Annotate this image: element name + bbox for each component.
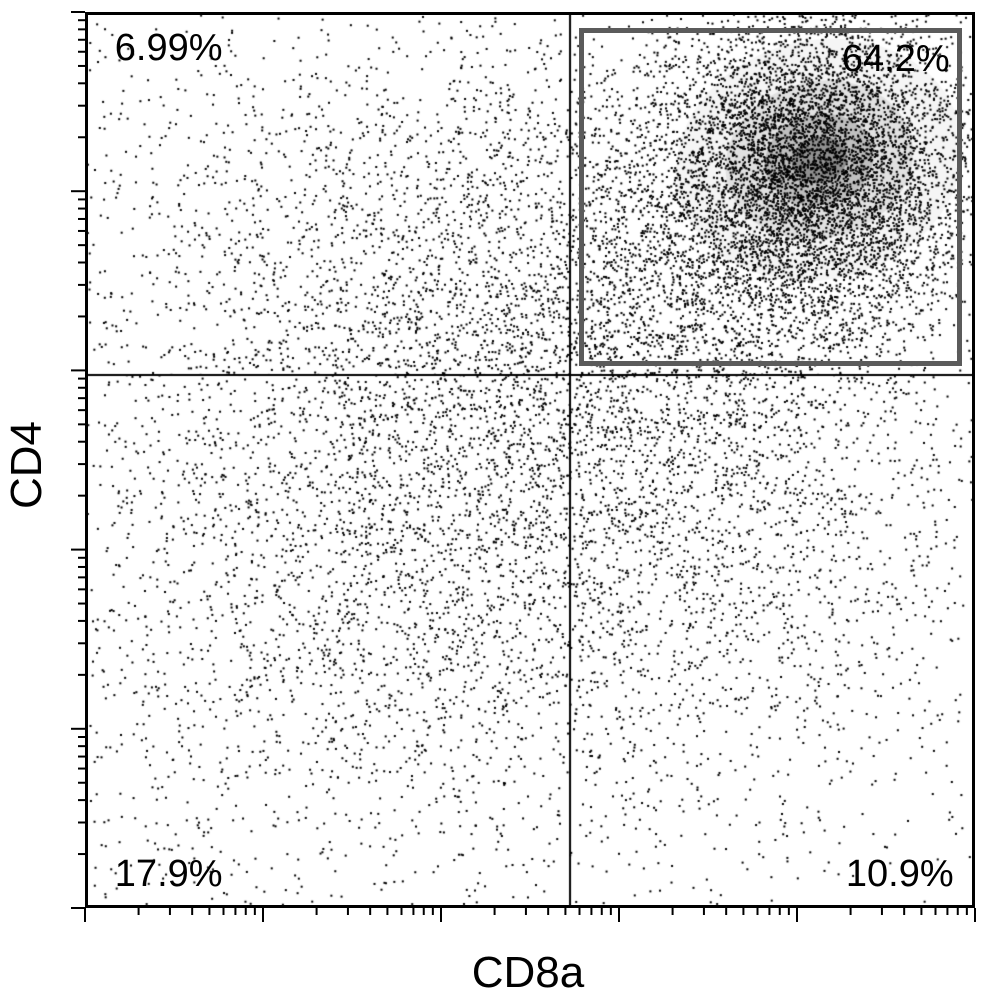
flow-cytometry-plot: CD4 CD8a 6.99% 64.2% 17.9% 10.9% (0, 0, 991, 1000)
quadrant-label-q1: 6.99% (115, 27, 223, 70)
quadrant-label-q4: 10.9% (846, 853, 954, 896)
y-axis-label: CD4 (0, 0, 55, 930)
y-axis-label-text: CD4 (3, 421, 53, 509)
quadrant-label-q2: 64.2% (842, 38, 950, 81)
x-axis-label: CD8a (85, 945, 971, 1000)
x-axis-label-text: CD8a (472, 948, 585, 998)
quadrant-label-q3: 17.9% (115, 853, 223, 896)
